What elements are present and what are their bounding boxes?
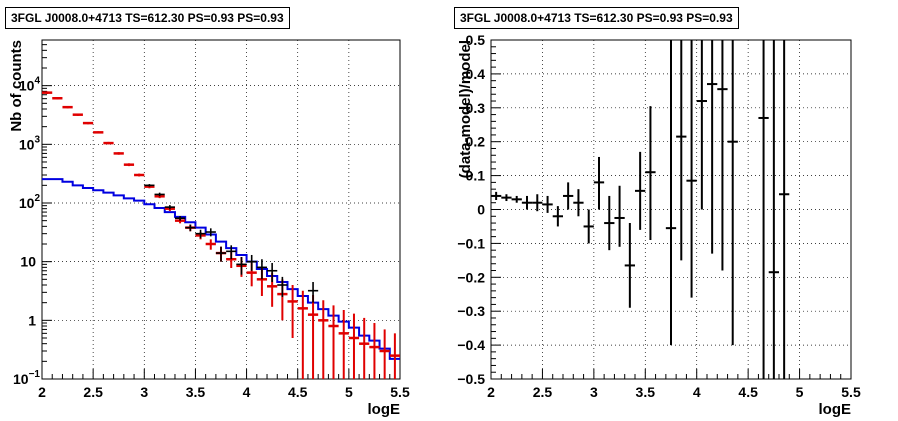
y-tick-label: 10	[20, 254, 36, 270]
y-tick-label: −0.3	[457, 303, 485, 319]
y-axis-label: Nb of counts	[8, 40, 25, 132]
y-tick-label: 102	[19, 193, 41, 211]
x-tick-label: 4.5	[288, 384, 308, 400]
right-plot-residuals: 2 2.5 3 3.5 4 4.5 5 5.5 −0.5 −0.4 −0.3 −0.2 −0.1 0 0.1…	[457, 32, 861, 418]
x-tick-label: 5.5	[390, 384, 410, 400]
plot-area	[42, 40, 400, 379]
x-tick-label: 3.5	[636, 384, 656, 400]
y-tick-label: 10−1	[13, 369, 40, 387]
y-tick-label: 0.1	[466, 168, 486, 184]
y-tick-label: −0.5	[457, 371, 485, 387]
y-tick-label: 1	[28, 312, 36, 328]
x-tick-label: 2	[487, 384, 495, 400]
x-tick-label: 3.5	[186, 384, 206, 400]
y-tick-label: 103	[19, 134, 41, 152]
right-chart-title: 3FGL J0008.0+4713 TS=612.30 PS=0.93 PS=0…	[454, 7, 739, 29]
plot-frame	[41, 39, 401, 380]
x-tick-label: 3	[590, 384, 598, 400]
x-axis-label: logE	[819, 401, 852, 418]
x-tick-label: 4.5	[738, 384, 758, 400]
y-tick-label: −0.1	[457, 235, 485, 251]
x-tick-label: 2.5	[83, 384, 103, 400]
x-tick-label: 4	[693, 384, 701, 400]
y-tick-label: 0.5	[466, 32, 486, 48]
x-tick-label: 2.5	[533, 384, 553, 400]
y-tick-label: 0.4	[466, 66, 486, 82]
x-axis-label: logE	[368, 401, 401, 418]
x-tick-label: 5	[796, 384, 804, 400]
y-tick-label: −0.2	[457, 269, 485, 285]
y-tick-label: 0.2	[466, 134, 486, 150]
y-tick-label: 0	[477, 202, 485, 218]
x-tick-label: 2	[38, 384, 46, 400]
x-tick-label: 5.5	[841, 384, 861, 400]
y-tick-label: −0.4	[457, 337, 485, 353]
left-chart-title: 3FGL J0008.0+4713 TS=612.30 PS=0.93 PS=0…	[5, 7, 290, 29]
model-component-step-line	[42, 178, 400, 360]
y-tick-label: 0.3	[466, 100, 486, 116]
y-axis-label: (data-model)/model	[457, 40, 474, 178]
x-tick-label: 5	[345, 384, 353, 400]
x-tick-label: 4	[243, 384, 251, 400]
x-tick-label: 3	[140, 384, 148, 400]
